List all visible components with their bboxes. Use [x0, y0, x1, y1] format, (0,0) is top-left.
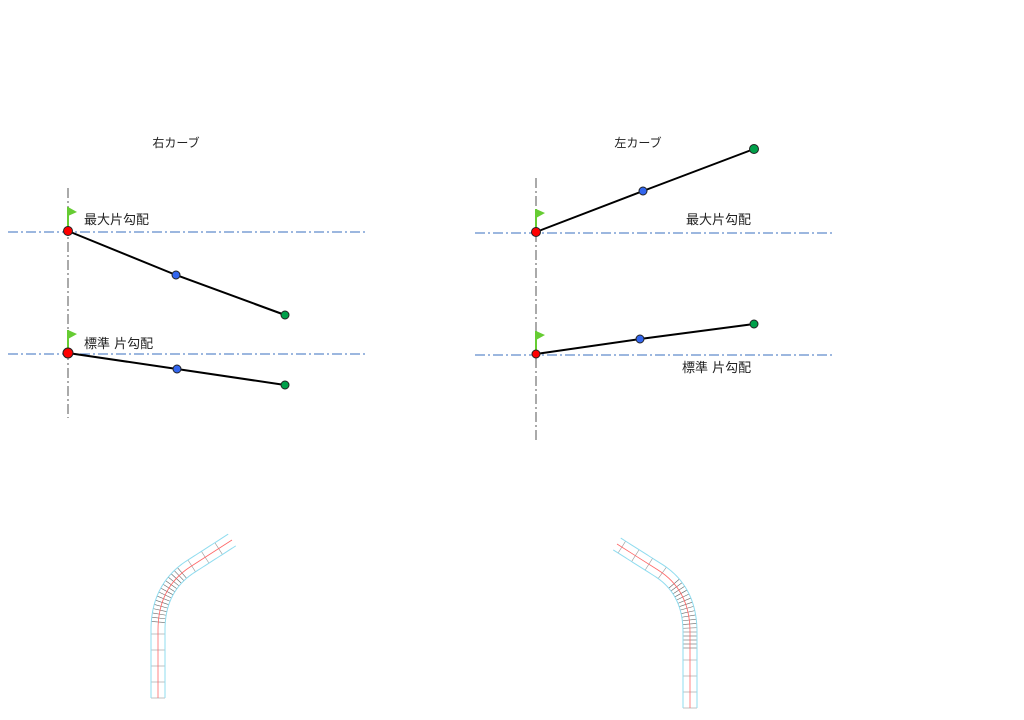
- right-curve-road-plan: [150, 533, 237, 699]
- end-point[interactable]: [749, 144, 759, 154]
- left-curve-panel: 左カーブ 最大片勾配 標準 片勾配: [475, 135, 832, 440]
- left-curve-road-plan: [612, 537, 698, 709]
- mid-point[interactable]: [172, 364, 182, 374]
- road-edge: [150, 533, 229, 698]
- right-curve-title: 右カーブ: [152, 135, 199, 150]
- std-slope-label: 標準 片勾配: [682, 360, 751, 376]
- std-slope-line: [535, 323, 755, 355]
- mid-point[interactable]: [638, 186, 648, 196]
- flag-icon: [535, 209, 545, 230]
- end-point[interactable]: [280, 310, 290, 320]
- mid-point[interactable]: [635, 334, 645, 344]
- road-centerline: [616, 543, 691, 708]
- std-slope-label: 標準 片勾配: [84, 336, 153, 352]
- road-centerline: [157, 539, 233, 698]
- start-point[interactable]: [531, 349, 541, 359]
- road-edge: [612, 549, 684, 708]
- end-point[interactable]: [280, 380, 290, 390]
- road-edge: [164, 545, 237, 698]
- right-curve-panel: 右カーブ 最大片勾配 標準 片勾配: [8, 135, 365, 418]
- flag-icon: [535, 331, 545, 352]
- max-slope-label: 最大片勾配: [84, 213, 149, 228]
- left-curve-title: 左カーブ: [614, 135, 661, 150]
- road-edge: [620, 537, 698, 708]
- start-point[interactable]: [63, 226, 73, 236]
- mid-point[interactable]: [171, 270, 181, 280]
- start-point[interactable]: [62, 347, 74, 359]
- end-point[interactable]: [749, 319, 759, 329]
- start-point[interactable]: [531, 227, 541, 237]
- max-slope-label: 最大片勾配: [686, 213, 751, 228]
